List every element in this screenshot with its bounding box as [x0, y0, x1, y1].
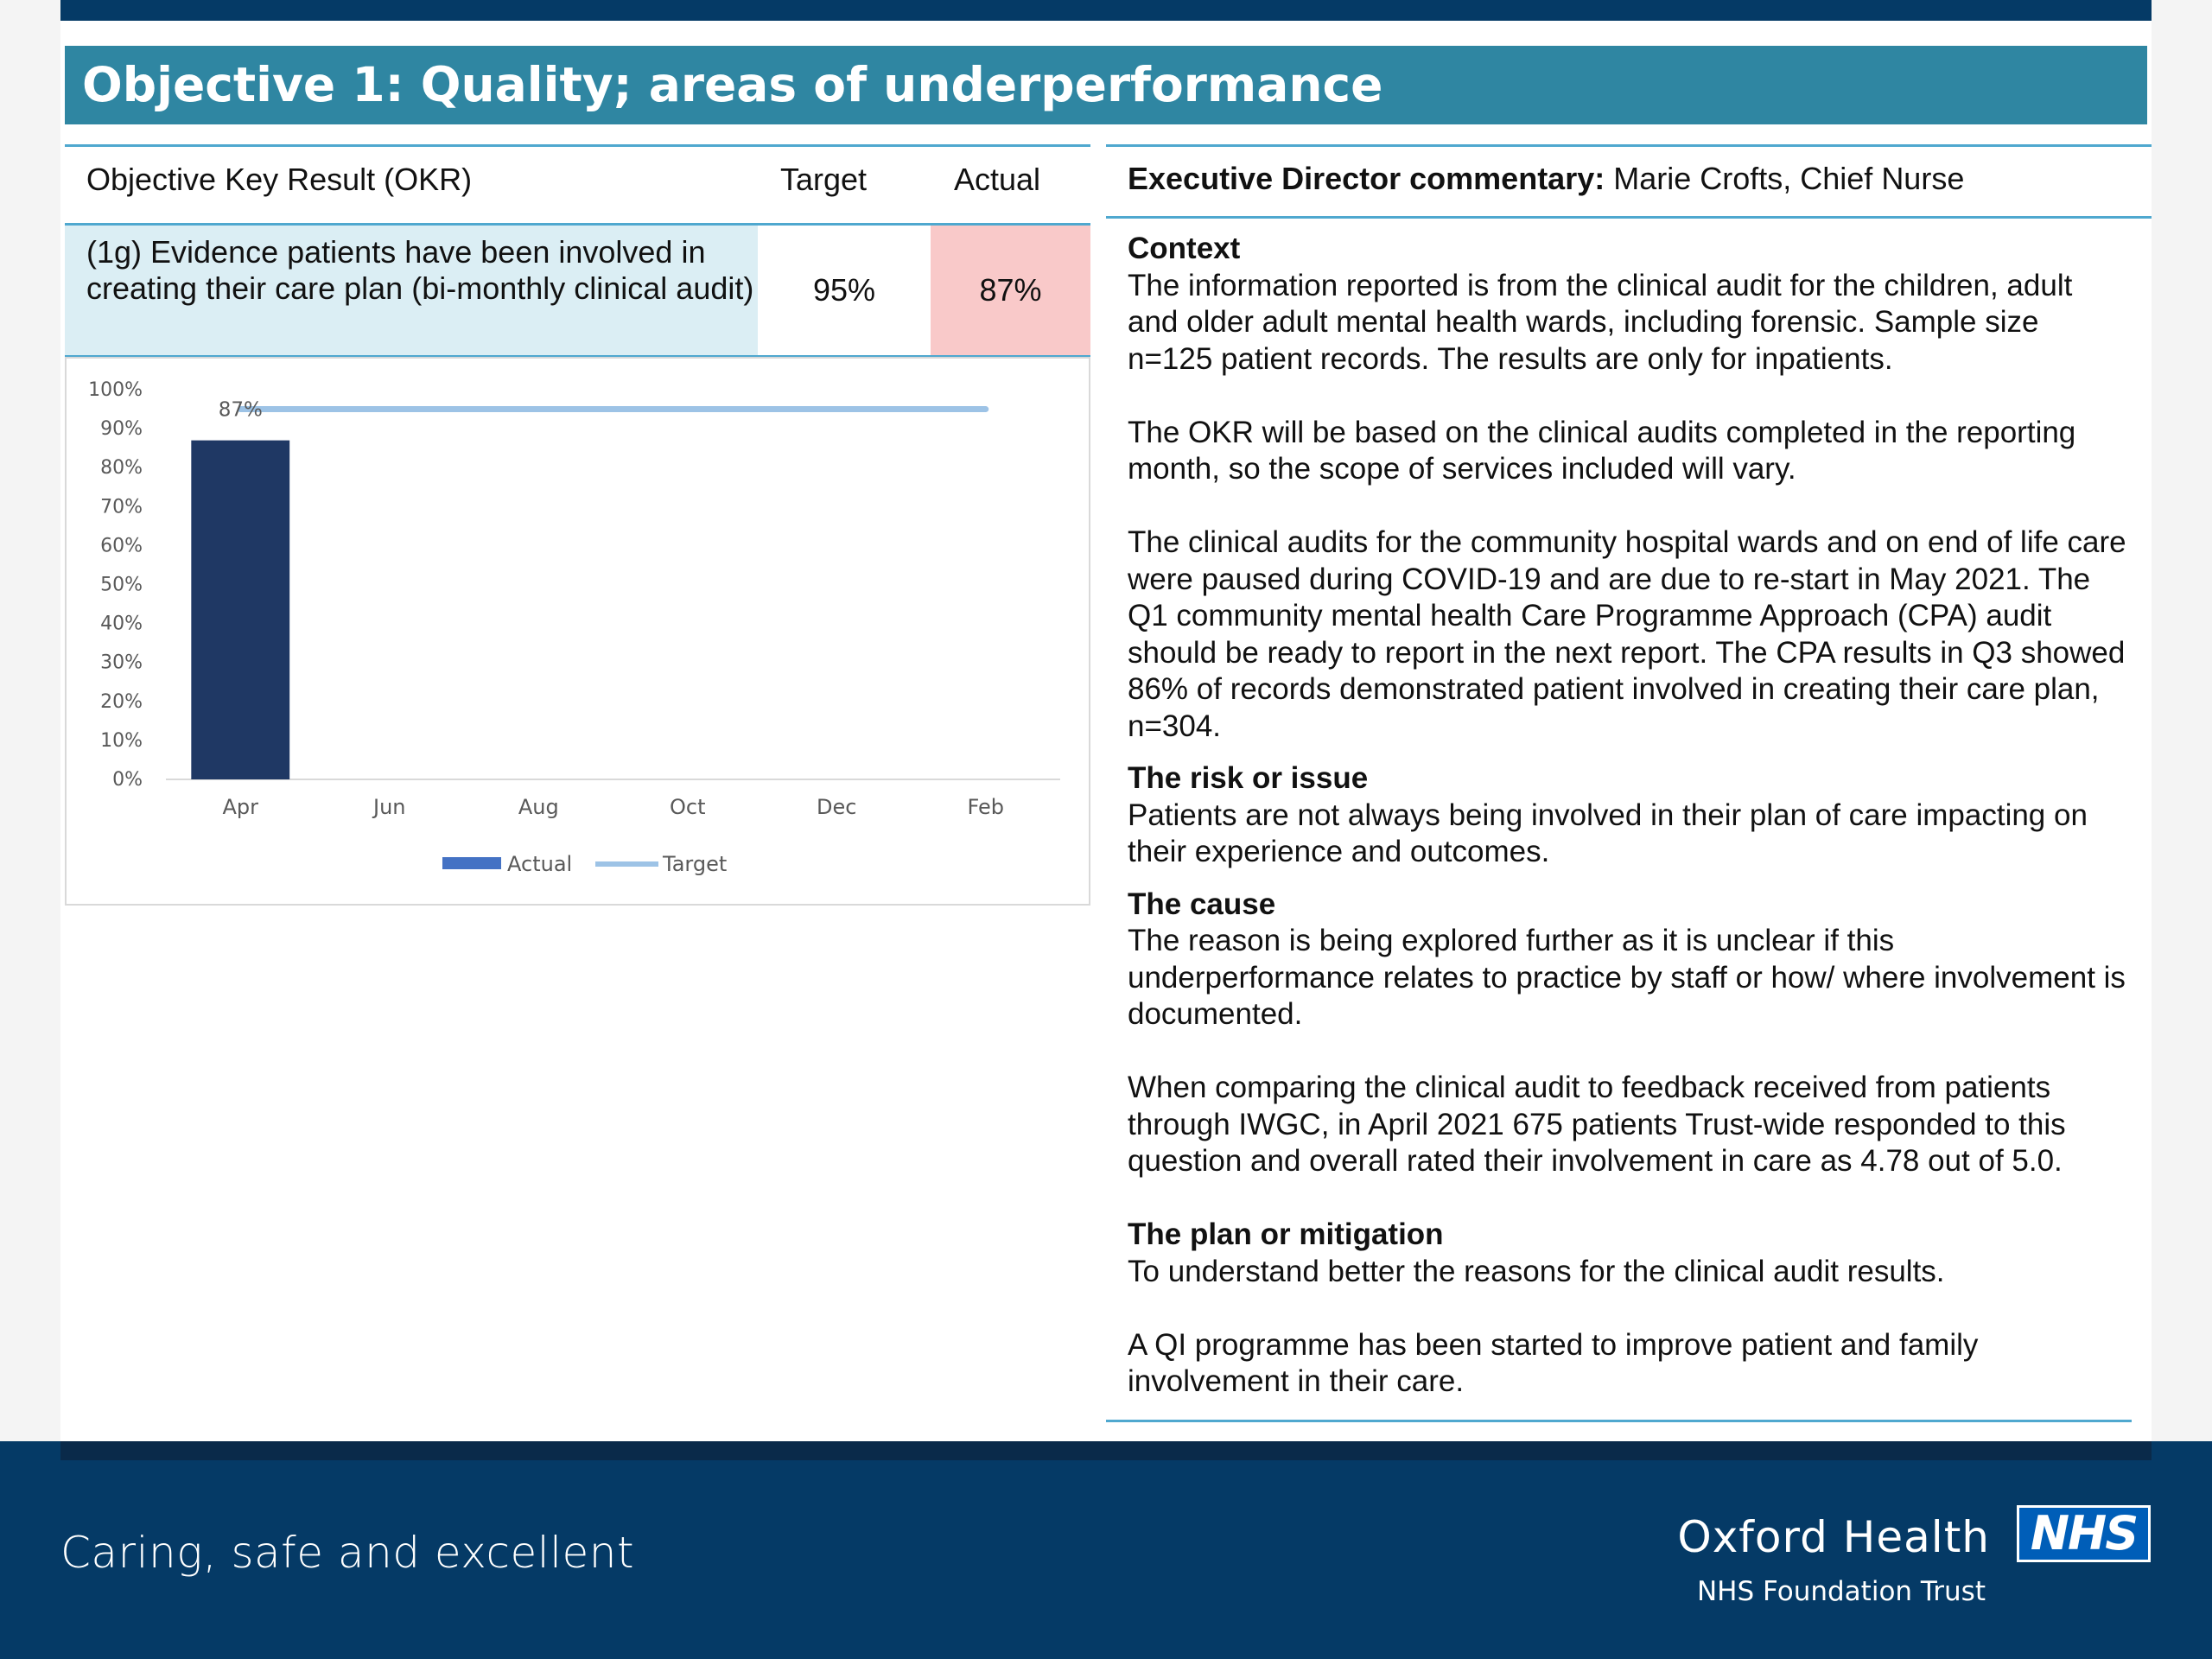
y-tick-label: 60%: [100, 535, 143, 556]
page-title: Objective 1: Quality; areas of underperf…: [65, 46, 2147, 124]
x-tick-label: Apr: [222, 795, 258, 819]
okr-chart: 0% 10% 20% 30% 40% 50% 60% 70% 80% 90% 100% Apr Jun A…: [65, 357, 1090, 906]
commentary-body: Context The information reported is from…: [1106, 219, 2152, 1401]
okr-table-header: Objective Key Result (OKR) Target Actual: [65, 147, 1090, 223]
y-tick-label: 100%: [88, 379, 143, 401]
x-tick-label: Dec: [817, 795, 856, 819]
org-subtitle: NHS Foundation Trust: [1696, 1576, 1986, 1607]
target-column-header: Target: [780, 162, 868, 197]
context-paragraph-3: The clinical audits for the community ho…: [1128, 525, 2126, 743]
nhs-logo-icon: NHS: [2017, 1505, 2151, 1562]
okr-actual-value: 87%: [931, 226, 1090, 355]
cause-heading: The cause: [1128, 887, 1276, 921]
commentary-top-rule: [1106, 144, 2152, 147]
x-tick-label: Aug: [518, 795, 559, 819]
okr-column-header: Objective Key Result (OKR): [86, 162, 473, 197]
legend-target-label: Target: [662, 852, 727, 876]
commentary-header-label: Executive Director commentary:: [1128, 161, 1605, 196]
x-tick-label: Feb: [968, 795, 1005, 819]
okr-row: (1g) Evidence patients have been involve…: [65, 223, 1090, 358]
y-tick-label: 30%: [100, 652, 143, 674]
cause-paragraph-2: When comparing the clinical audit to fee…: [1128, 1071, 2066, 1178]
risk-heading: The risk or issue: [1128, 761, 1369, 795]
context-heading: Context: [1128, 232, 1241, 265]
y-tick-label: 80%: [100, 457, 143, 479]
footer: Caring, safe and excellent Oxford Health…: [0, 1441, 2212, 1659]
okr-description: (1g) Evidence patients have been involve…: [65, 226, 758, 355]
footer-strip: [60, 1441, 2152, 1460]
table-top-rule: [65, 144, 1090, 147]
cause-paragraph-1: The reason is being explored further as …: [1128, 924, 2126, 1031]
actual-column-header: Actual: [954, 162, 1041, 197]
commentary-header-value: Marie Crofts, Chief Nurse: [1613, 161, 1965, 196]
bar-data-label: 87%: [219, 399, 263, 422]
commentary-header: Executive Director commentary: Marie Cro…: [1106, 147, 2152, 219]
okr-target-value: 95%: [812, 272, 876, 308]
context-paragraph-1: The information reported is from the cli…: [1128, 268, 2073, 376]
okr-table: Objective Key Result (OKR) Target Actual…: [65, 144, 1090, 358]
y-tick-label: 50%: [100, 575, 143, 596]
legend-actual-label: Actual: [507, 852, 572, 876]
chart-svg: 0% 10% 20% 30% 40% 50% 60% 70% 80% 90% 100% Apr Jun A…: [88, 379, 1060, 876]
plan-paragraph-1: To understand better the reasons for the…: [1128, 1254, 1945, 1288]
risk-paragraph: Patients are not always being involved i…: [1128, 798, 2088, 869]
commentary-panel: Executive Director commentary: Marie Cro…: [1106, 144, 2152, 1401]
x-tick-label: Oct: [670, 795, 706, 819]
y-tick-label: 90%: [100, 418, 143, 440]
y-tick-label: 20%: [100, 691, 143, 713]
plan-paragraph-2: A QI programme has been started to impro…: [1128, 1327, 1979, 1399]
top-bar: [60, 0, 2152, 21]
commentary-bottom-rule: [1106, 1420, 2132, 1422]
y-tick-label: 40%: [100, 613, 143, 635]
context-paragraph-2: The OKR will be based on the clinical au…: [1128, 415, 2076, 486]
y-tick-label: 0%: [112, 769, 143, 791]
y-tick-label: 10%: [100, 730, 143, 752]
bar-actual: [191, 440, 290, 779]
footer-tagline: Caring, safe and excellent: [60, 1528, 635, 1578]
x-tick-label: Jun: [372, 795, 406, 819]
org-name: Oxford Health: [1677, 1512, 1990, 1562]
plan-heading: The plan or mitigation: [1128, 1217, 1444, 1251]
legend-actual-swatch: [442, 857, 501, 869]
y-tick-label: 70%: [100, 496, 143, 518]
